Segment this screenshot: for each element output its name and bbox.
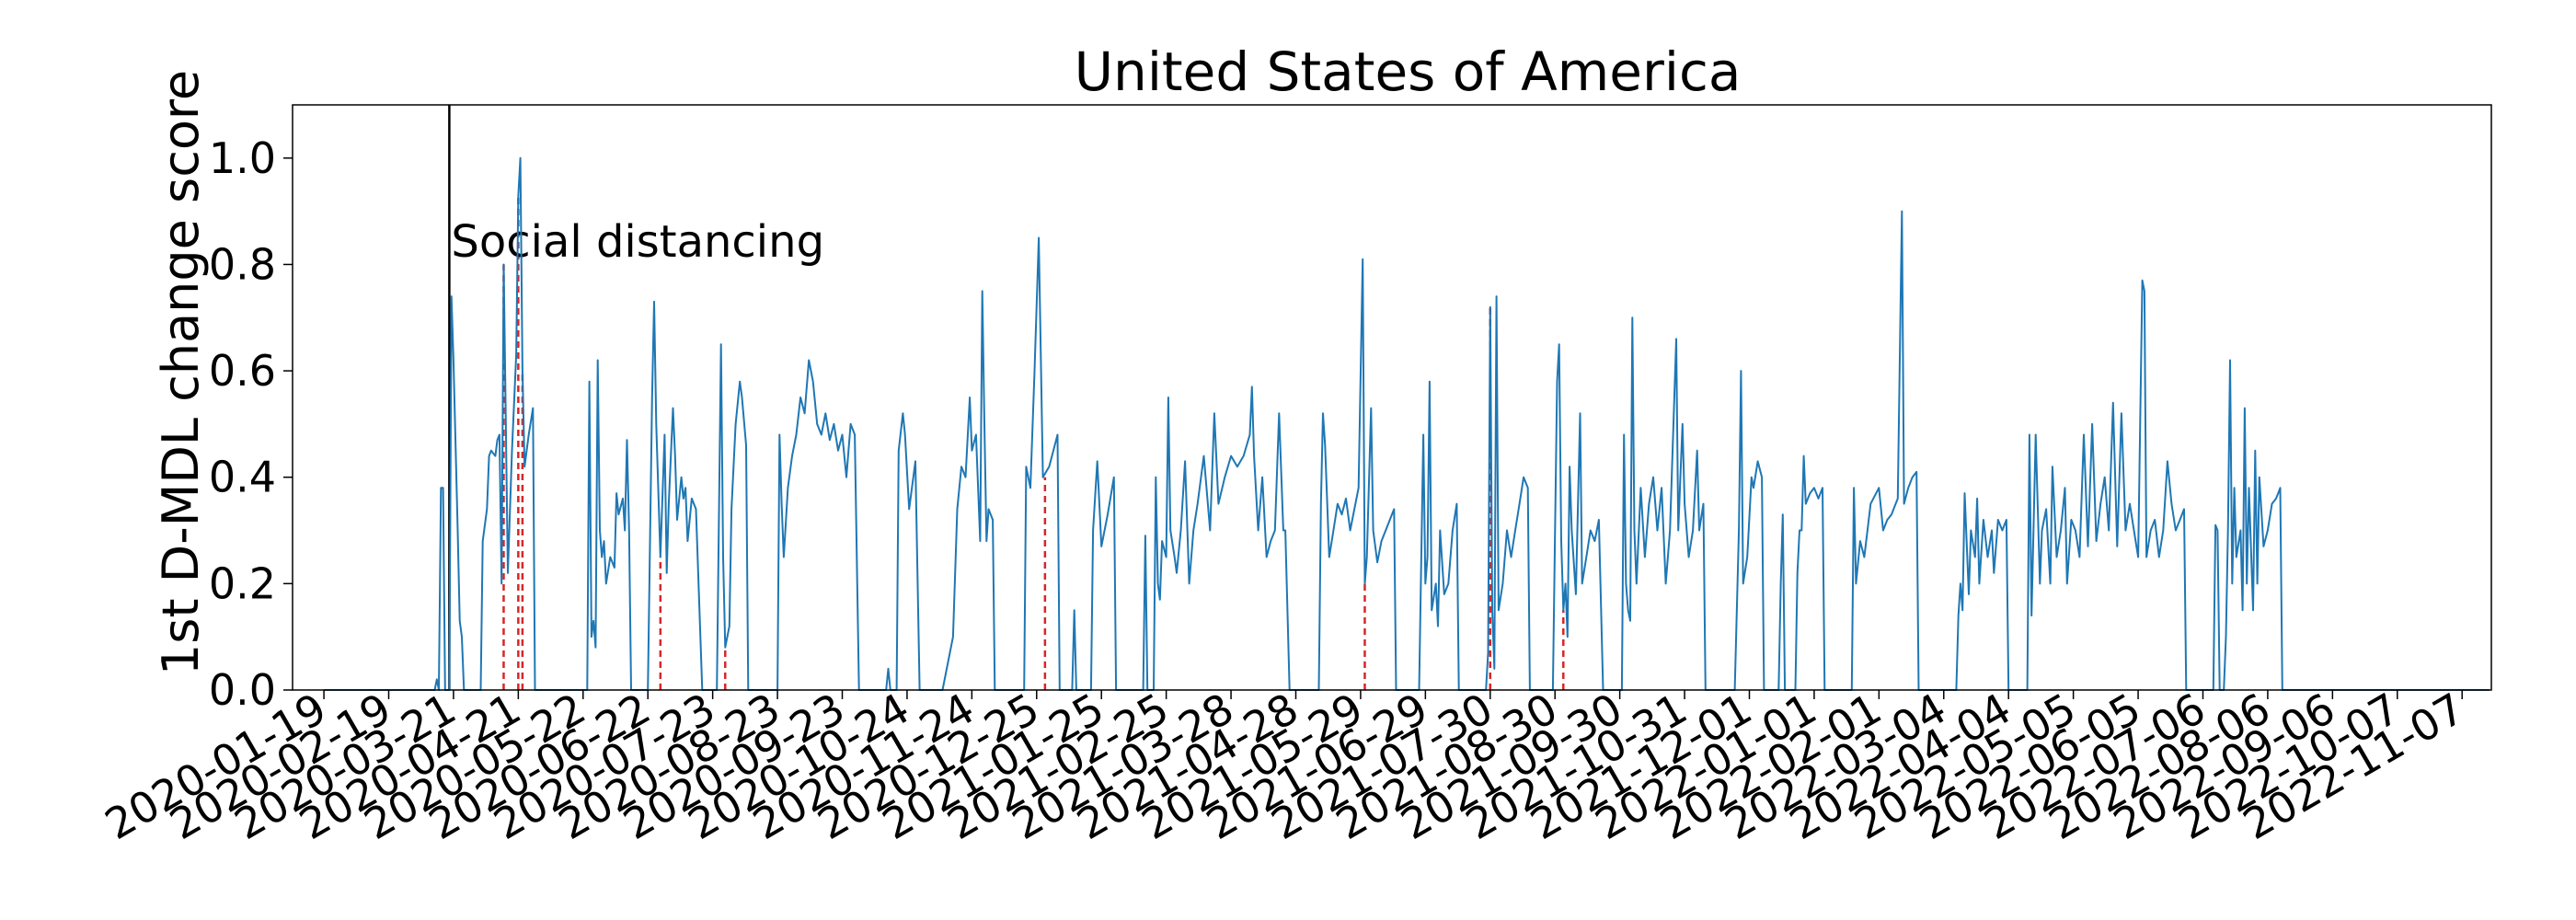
y-axis-ticks: 0.0 0.2 0.4 0.6 0.8 1.0 (209, 133, 293, 715)
series-line (324, 156, 2490, 691)
y-tick-label: 0.8 (209, 239, 276, 289)
y-tick-label: 0.4 (209, 453, 276, 502)
y-tick-label: 0.6 (209, 346, 276, 396)
annotation-label: Social distancing (451, 216, 824, 268)
plot-frame (292, 104, 2492, 691)
y-tick-label: 0.0 (209, 665, 276, 715)
chart-title: United States of America (1075, 40, 1742, 103)
y-tick-label: 0.2 (209, 558, 276, 608)
annotation-group: Social distancing (448, 105, 824, 690)
y-axis-label: 1st D-MDL change score (152, 70, 210, 675)
y-tick-label: 1.0 (209, 133, 276, 183)
x-axis-ticks: 2020-01-192020-02-192020-03-212020-04-21… (97, 684, 2473, 849)
